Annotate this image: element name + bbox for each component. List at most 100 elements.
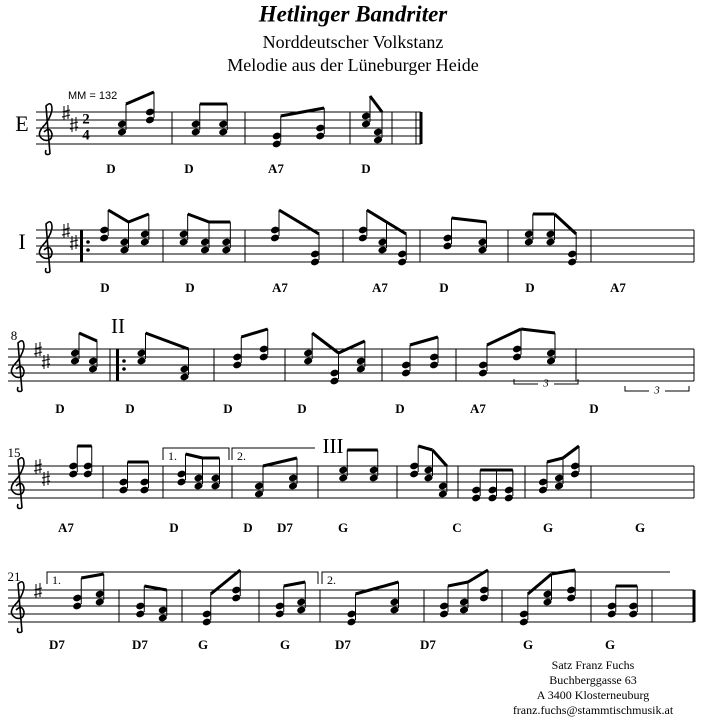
sharp <box>41 471 51 486</box>
note-head <box>488 494 497 502</box>
note-head <box>567 586 576 594</box>
note-head <box>200 238 210 246</box>
note-head <box>347 610 356 618</box>
volta-bracket <box>46 571 319 584</box>
note-head <box>191 128 200 136</box>
repeat-bar <box>116 349 119 381</box>
subtitle: Norddeutscher Volkstanz <box>263 32 444 52</box>
note-head <box>177 478 186 486</box>
note-head <box>629 610 638 618</box>
note-head <box>119 486 128 494</box>
note-head <box>361 120 371 128</box>
treble-clef <box>38 220 53 274</box>
note-head <box>254 490 264 498</box>
note-head <box>398 258 407 266</box>
note-head <box>272 140 281 148</box>
beam <box>311 331 340 355</box>
note-head <box>356 365 365 373</box>
chord-symbol: G <box>198 637 208 652</box>
note-head <box>270 226 280 234</box>
beam <box>447 580 469 588</box>
beam <box>486 327 522 347</box>
beam <box>283 580 306 588</box>
note-head <box>369 466 378 474</box>
note-head <box>145 116 155 124</box>
note-head <box>390 606 399 614</box>
volta-label: 2. <box>237 449 246 463</box>
note-head <box>180 373 189 381</box>
note-head <box>136 610 145 618</box>
note-head <box>554 474 564 482</box>
note-head <box>568 258 577 266</box>
beam <box>107 208 130 224</box>
note-head <box>254 482 264 490</box>
note-head <box>439 610 449 618</box>
sharp <box>69 235 79 250</box>
note-head <box>191 120 200 128</box>
note-head <box>570 470 580 478</box>
beam <box>278 208 320 236</box>
staff <box>36 111 421 145</box>
note-head <box>438 482 447 490</box>
note-head <box>136 602 145 610</box>
note-head <box>288 482 298 490</box>
footer-line: Buchberggasse 63 <box>549 673 636 687</box>
note-head <box>361 112 371 120</box>
note-head <box>330 377 339 385</box>
note-head <box>117 120 127 128</box>
note-head <box>233 361 242 369</box>
sharp <box>41 354 51 369</box>
note-head <box>145 108 155 116</box>
note-head <box>83 462 92 470</box>
note-head <box>117 128 127 136</box>
note-head <box>546 357 556 365</box>
note-head <box>304 357 313 365</box>
note-head <box>83 470 92 478</box>
note-head <box>259 353 268 361</box>
note-head <box>459 606 469 614</box>
beam <box>526 572 553 596</box>
triplet-number: 3 <box>542 378 549 390</box>
chord-symbol: D <box>106 161 115 176</box>
treble-clef <box>10 339 25 393</box>
chord-symbol: A7 <box>58 520 74 535</box>
note-head <box>222 246 231 254</box>
note-head <box>390 598 399 606</box>
note-head <box>177 470 186 478</box>
note-head <box>378 238 387 246</box>
note-head <box>398 250 407 258</box>
note-head <box>339 474 348 482</box>
chord-symbol: C <box>452 520 461 535</box>
sharp <box>33 459 43 474</box>
note-head <box>137 357 146 365</box>
note-head <box>219 120 228 128</box>
triplet-number: 3 <box>653 385 660 397</box>
note-head <box>202 618 211 626</box>
beam <box>78 331 98 343</box>
note-head <box>158 614 167 622</box>
volta-label: 1. <box>52 573 61 587</box>
note-head <box>443 242 452 250</box>
note-head <box>158 606 167 614</box>
note-head <box>369 474 378 482</box>
note-head <box>524 238 533 246</box>
note-head <box>478 246 487 254</box>
tempo: MM = 132 <box>68 90 117 102</box>
beam <box>417 444 433 452</box>
sharp <box>61 105 71 120</box>
beam <box>553 212 578 236</box>
beam <box>240 327 269 339</box>
chord-symbol: D <box>184 161 193 176</box>
beam <box>368 95 384 113</box>
measure-number: 21 <box>8 569 21 584</box>
chord-symbol: A7 <box>272 280 288 295</box>
repeat-dot <box>86 240 90 244</box>
footer-line: franz.fuchs@stammtischmusik.at <box>513 703 674 717</box>
beam <box>385 220 407 236</box>
note-head <box>472 486 481 494</box>
note-head <box>288 474 298 482</box>
note-head <box>194 482 203 490</box>
repeat-dot <box>122 367 126 371</box>
note-head <box>479 586 489 594</box>
